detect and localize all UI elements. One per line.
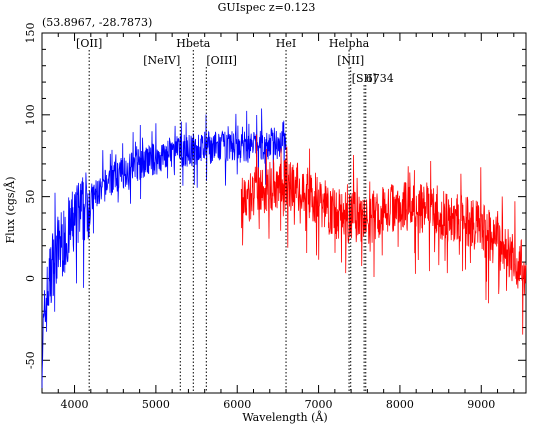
x-tick-label: 9000 (467, 398, 495, 411)
series-blue-line (41, 108, 287, 389)
series-red-line (240, 134, 527, 335)
x-tick-label: 7000 (305, 398, 333, 411)
x-tick-label: 5000 (142, 398, 170, 411)
x-tick-label: 4000 (61, 398, 89, 411)
x-tick-label: 6000 (223, 398, 251, 411)
y-tick-label: 0 (24, 275, 37, 282)
series-layer (41, 108, 527, 389)
x-tick-label: 8000 (386, 398, 414, 411)
y-tick-label: 100 (24, 104, 37, 125)
coordinates-label: (53.8967, -28.7873) (42, 16, 153, 29)
chart-title: GUIspec z=0.123 (217, 1, 316, 14)
emission-line-label: HeI (276, 37, 296, 50)
emission-line-label: [OIII] (206, 54, 237, 67)
y-tick-label: -50 (24, 351, 37, 369)
y-tick-label: 50 (24, 190, 37, 204)
emission-line-label: [NeIV] (143, 54, 180, 67)
emission-line-label: [OII] (76, 37, 102, 50)
emission-line-label: [NII] (337, 54, 364, 67)
emission-line-label: [SII] (352, 72, 377, 85)
y-tick-label: 150 (24, 23, 37, 44)
annotations-layer: [OII] Hbeta [NeIV] [OIII] HeI Helpha [NII] [SII… (76, 37, 394, 393)
x-axis-label: Wavelength (Å) (242, 410, 327, 424)
emission-line-label: Hbeta (176, 37, 211, 50)
axes: 4000 5000 6000 7000 8000 9000 -50 0 50 100 150 (24, 23, 527, 411)
emission-line-label: Helpha (329, 37, 370, 50)
y-axis-label: Flux (cgs/Å) (3, 176, 17, 243)
emission-line-label: 6734 (366, 72, 394, 85)
